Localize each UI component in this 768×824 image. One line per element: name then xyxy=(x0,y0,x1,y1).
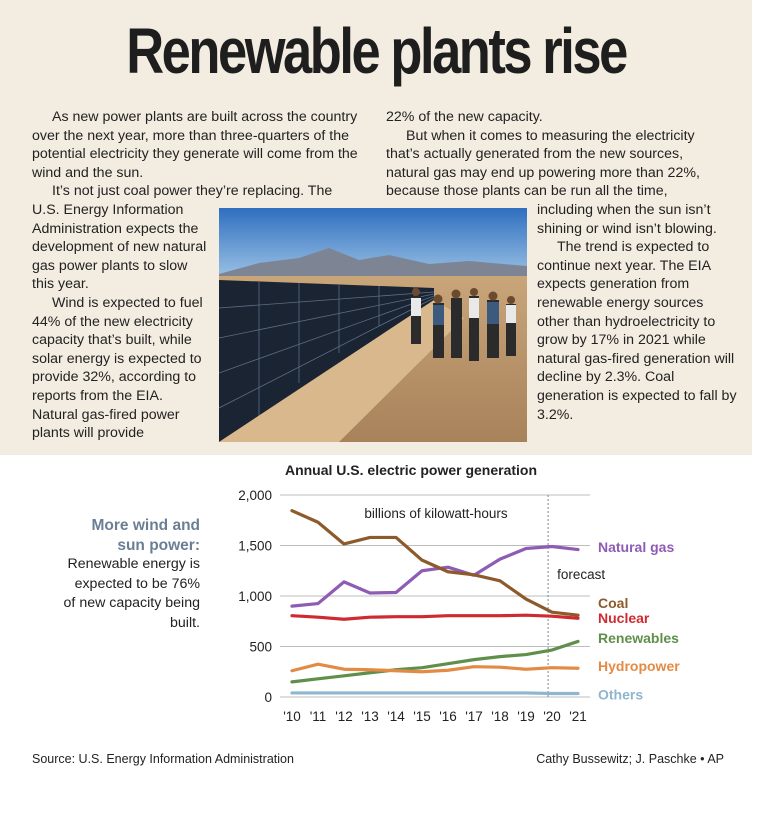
series-line-coal xyxy=(290,509,580,617)
series-label: Others xyxy=(598,686,643,702)
article-paragraph: 22% of the new capacity. xyxy=(386,109,543,125)
x-tick-label: '21 xyxy=(569,709,587,724)
generation-line-chart: Annual U.S. electric power generation 0 5… xyxy=(238,462,680,724)
y-axis-ticks: 0 500 1,000 1,500 2,000 xyxy=(238,488,272,705)
article-col1-narrow: U.S. Energy Information Administration e… xyxy=(32,201,212,443)
y-tick-label: 500 xyxy=(249,640,272,655)
chart-series xyxy=(290,509,580,696)
article-col1: As new power plants are built across the… xyxy=(32,108,372,201)
series-label: Renewables xyxy=(598,630,679,646)
units-label: billions of kilowatt-hours xyxy=(364,506,508,521)
series-label: Coal xyxy=(598,595,628,611)
x-tick-label: '11 xyxy=(310,709,327,724)
article-paragraph: U.S. Energy Information Administration e… xyxy=(32,202,207,293)
x-tick-label: '12 xyxy=(335,709,353,724)
x-tick-label: '17 xyxy=(465,709,483,724)
chart-title: Annual U.S. electric power generation xyxy=(285,462,537,478)
x-tick-label: '19 xyxy=(517,709,535,724)
y-tick-label: 1,500 xyxy=(238,539,272,554)
y-tick-label: 2,000 xyxy=(238,488,272,503)
series-label: Hydropower xyxy=(598,658,680,674)
article-col2: 22% of the new capacity. But when it com… xyxy=(386,108,730,201)
y-tick-label: 1,000 xyxy=(238,589,272,604)
y-tick-label: 0 xyxy=(264,690,272,705)
x-tick-label: '10 xyxy=(283,709,301,724)
series-line-others xyxy=(290,691,580,696)
series-line-hydropower xyxy=(290,662,580,674)
article-paragraph: including when the sun isn’t shining or … xyxy=(537,202,717,237)
x-tick-label: '14 xyxy=(387,709,405,724)
x-tick-label: '20 xyxy=(543,709,561,724)
headline: Renewable plants rise xyxy=(126,15,628,87)
forecast-label: forecast xyxy=(557,567,605,582)
x-tick-label: '15 xyxy=(413,709,431,724)
byline-credit: Cathy Bussewitz; J. Paschke • AP xyxy=(536,752,724,766)
article-paragraph: It’s not just coal power they’re replaci… xyxy=(52,183,333,200)
article-paragraph: As new power plants are built across the… xyxy=(32,109,358,181)
article-paragraph: The trend is expected to continue next y… xyxy=(537,239,737,423)
series-label: Nuclear xyxy=(598,610,650,626)
chart-gridlines xyxy=(280,494,590,698)
article-col2-narrow: including when the sun isn’t shining or … xyxy=(537,201,737,424)
series-line-natural-gas xyxy=(290,544,580,608)
source-credit: Source: U.S. Energy Information Administ… xyxy=(32,752,294,766)
solar-farm-photo xyxy=(219,208,527,442)
article-paragraph: But when it comes to measuring the elect… xyxy=(386,127,700,200)
solar-farm-illustration xyxy=(219,208,527,442)
article-paragraph: Wind is expected to fuel 44% of the new … xyxy=(32,294,203,442)
sidebar-headline: More wind and sun power: xyxy=(91,517,201,554)
series-line-renewables xyxy=(290,639,580,684)
x-tick-label: '18 xyxy=(491,709,509,724)
sidebar-note: More wind and sun power: Renewable energ… xyxy=(60,516,200,633)
x-tick-label: '16 xyxy=(439,709,457,724)
sidebar-text: Renewable energy is expected to be 76% o… xyxy=(63,556,200,631)
x-axis-ticks: '10 '11 '12 '13 '14 '15 '16 '17 '18 '19 '20 '21 xyxy=(283,709,587,724)
series-label: Natural gas xyxy=(598,539,674,555)
series-line-nuclear xyxy=(290,613,580,621)
x-tick-label: '13 xyxy=(361,709,379,724)
